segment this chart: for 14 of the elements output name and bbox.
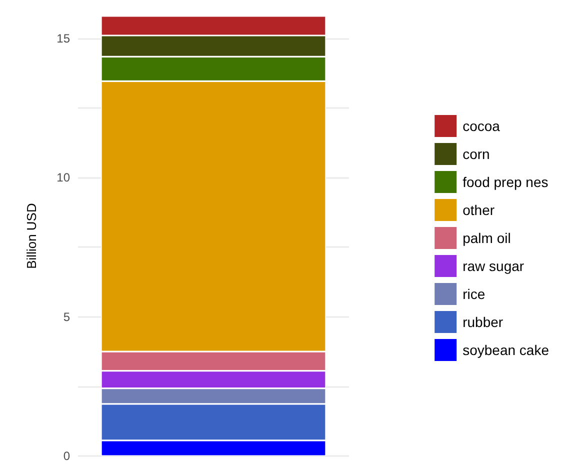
- legend-label: rice: [462, 286, 486, 302]
- legend-label: other: [462, 202, 495, 218]
- y-tick-label: 10: [56, 170, 70, 185]
- legend-label: palm oil: [462, 230, 511, 246]
- legend-label: cocoa: [462, 118, 500, 134]
- legend-label: food prep nes: [462, 174, 548, 190]
- legend-label: rubber: [462, 314, 504, 330]
- y-tick-label: 0: [63, 449, 70, 463]
- y-axis-title: Billion USD: [24, 203, 39, 269]
- y-tick-label: 15: [56, 31, 70, 46]
- legend-label: corn: [462, 146, 490, 162]
- legend-label: soybean cake: [462, 342, 550, 358]
- y-tick-label: 5: [63, 310, 70, 324]
- legend-label: raw sugar: [462, 258, 524, 274]
